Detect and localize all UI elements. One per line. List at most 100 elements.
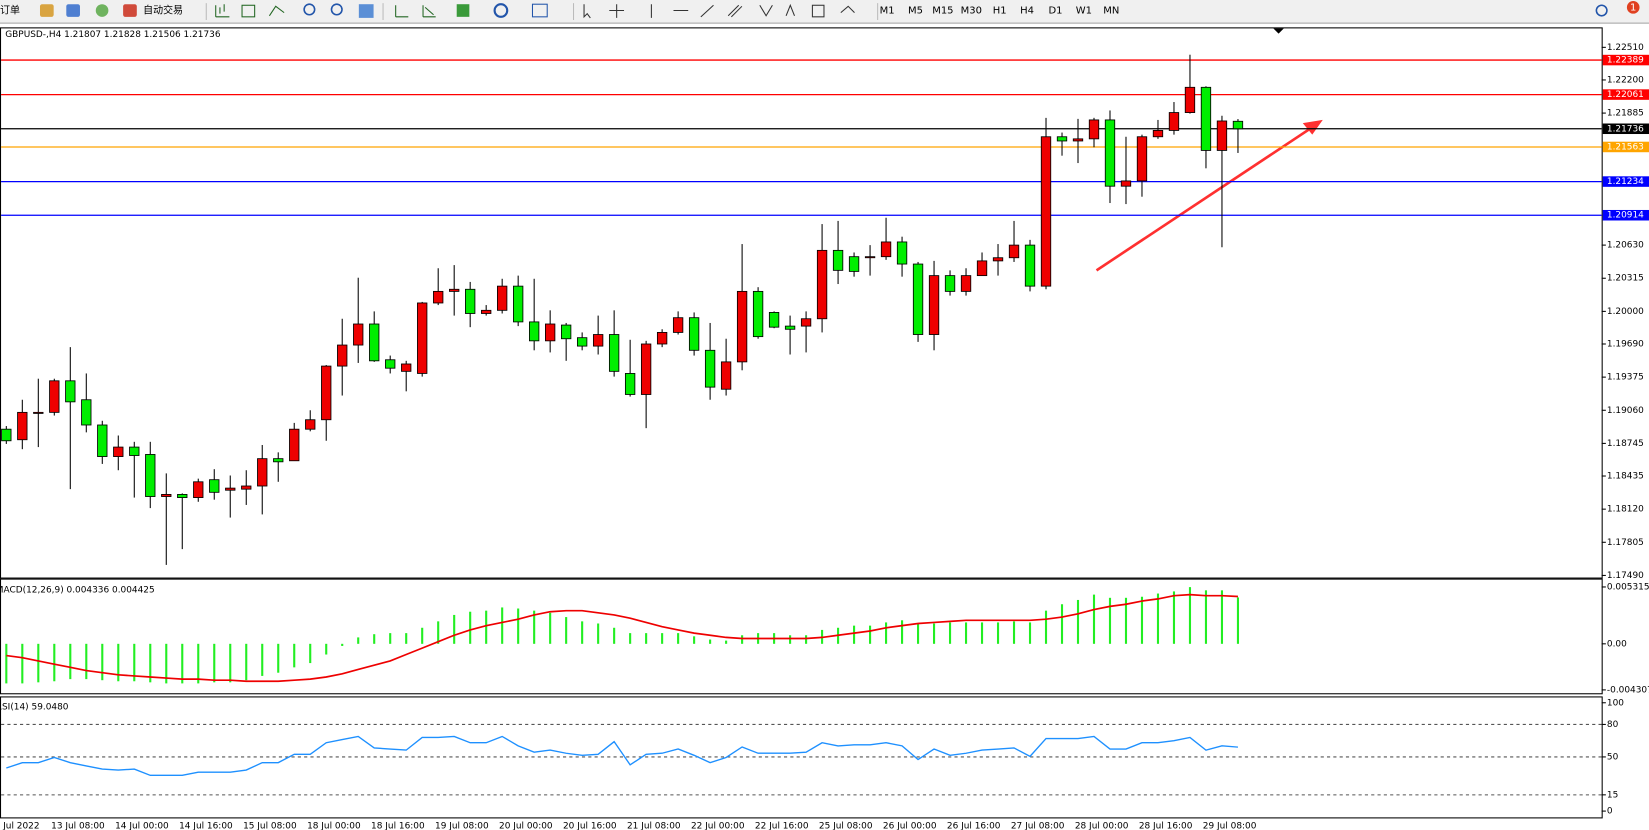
icon[interactable] [303, 3, 316, 16]
macd-bar [693, 636, 696, 644]
candle-body [65, 380, 76, 403]
macd-bar [533, 610, 536, 644]
indicator-title: MACD(12,26,9) 0.004336 0.004425 [0, 586, 155, 596]
candle-body [976, 260, 988, 277]
macd-bar [197, 643, 200, 684]
macd-bar [1172, 591, 1176, 644]
candle-body [928, 275, 940, 335]
timeframe-button[interactable]: M1 [880, 6, 895, 17]
icon[interactable] [493, 3, 509, 18]
candle-body [736, 290, 748, 363]
candle-body [193, 481, 204, 498]
badge-count[interactable]: 1 [1630, 2, 1636, 13]
macd-bar [1012, 621, 1016, 644]
icon[interactable] [66, 4, 80, 17]
candle-body [113, 446, 124, 457]
icon[interactable] [727, 4, 743, 18]
price-label-bg [1602, 176, 1649, 187]
macd-bar [325, 643, 328, 655]
timeframe-button[interactable]: W1 [1076, 6, 1092, 17]
candle-body [369, 323, 380, 362]
y-tick-label: 80 [1607, 720, 1619, 730]
candle-body [1120, 180, 1132, 187]
search-icon[interactable] [1595, 4, 1608, 17]
trend-arrow [1095, 124, 1317, 272]
candle-body [545, 323, 556, 342]
timeframe-button[interactable]: D1 [1048, 6, 1062, 17]
icon[interactable] [583, 4, 591, 19]
x-tick-label: 28 Jul 16:00 [1139, 821, 1193, 830]
candle-body [241, 485, 252, 490]
macd-bar [453, 614, 456, 644]
icon[interactable] [422, 5, 436, 18]
icon[interactable] [840, 5, 855, 14]
macd-bar [853, 625, 856, 644]
badge[interactable] [1626, 1, 1640, 14]
candle-body [672, 317, 684, 333]
icon[interactable] [241, 4, 256, 18]
macd-bar [261, 643, 264, 676]
macd-bar [341, 643, 344, 646]
timeframe-button[interactable]: M30 [961, 6, 982, 17]
x-tick-label: 20 Jul 00:00 [499, 821, 553, 830]
y-tick-label: 1.19375 [1607, 373, 1644, 383]
x-tick-label: 19 Jul 08:00 [435, 821, 489, 830]
macd-bar [309, 643, 312, 664]
indicator-title: RSI(14) 59.0480 [0, 702, 69, 712]
macd-bar [1028, 622, 1032, 644]
candle-body [1072, 138, 1084, 142]
icon[interactable] [811, 4, 825, 18]
candle-body [385, 359, 396, 369]
auto-trade-button[interactable]: 自动交易 [143, 4, 183, 17]
macd-bar [517, 608, 520, 644]
x-tick-label: 18 Jul 16:00 [371, 821, 425, 830]
macd-bar [5, 643, 8, 684]
icon[interactable] [759, 4, 773, 17]
icon[interactable] [215, 4, 230, 18]
timeframe-button[interactable]: M15 [932, 6, 953, 17]
icon[interactable] [650, 4, 714, 18]
icon[interactable] [268, 5, 285, 17]
timeframe-button[interactable]: MN [1103, 6, 1119, 17]
icon[interactable] [358, 4, 374, 18]
candle-body [720, 361, 732, 390]
signal-line [6, 593, 1239, 683]
arrow-head [1302, 119, 1323, 135]
icon[interactable] [95, 4, 109, 17]
candle-body [992, 257, 1004, 262]
candle-body [417, 302, 428, 374]
macd-bar [37, 643, 40, 683]
icon[interactable] [39, 4, 54, 17]
toolbar: 订单 自动交易 M1 M5 M15 M30 H1 H4 D1 W1 MN 1 [0, 0, 1649, 24]
icon[interactable] [531, 3, 548, 18]
y-tick-label: 100 [1607, 698, 1624, 708]
icon[interactable] [330, 3, 343, 16]
icon[interactable] [785, 3, 795, 16]
price-label: 1.22061 [1607, 90, 1644, 100]
timeframe-button[interactable]: H4 [1020, 6, 1034, 17]
icon[interactable] [609, 4, 625, 18]
chart-title: GBPUSD-,H4 1.21807 1.21828 1.21506 1.217… [5, 30, 221, 40]
y-tick-label: 1.22200 [1607, 75, 1644, 85]
candle-body [1184, 86, 1196, 113]
x-tick-label: 14 Jul 00:00 [115, 821, 169, 830]
y-tick-label: -0.004307 [1607, 685, 1649, 695]
macd-bar [469, 611, 472, 644]
candle-body [17, 411, 28, 441]
icon[interactable] [456, 4, 470, 17]
y-tick-label: 1.22510 [1607, 43, 1644, 53]
macd-bar [1188, 587, 1192, 644]
x-tick-label: 15 Jul 08:00 [243, 821, 297, 830]
timeframe-button[interactable]: H1 [993, 6, 1007, 17]
y-tick-label: 50 [1607, 752, 1619, 762]
icon[interactable] [123, 4, 137, 17]
candle-body [624, 373, 636, 395]
macd-bar [405, 633, 408, 644]
candle-body [912, 263, 924, 335]
timeframe-button[interactable]: M5 [908, 6, 923, 17]
order-button[interactable]: 订单 [0, 5, 20, 17]
icon[interactable] [395, 5, 409, 18]
macd-bar [101, 643, 104, 681]
